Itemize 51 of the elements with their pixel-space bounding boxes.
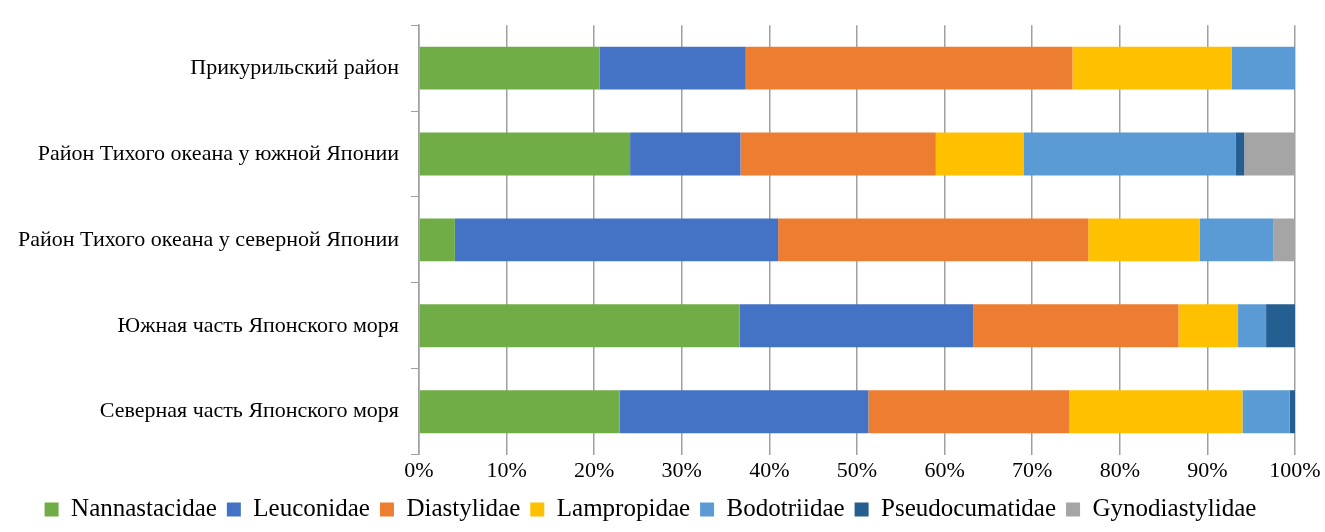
x-tick-label: 20%: [574, 456, 615, 482]
bar: [1242, 390, 1290, 434]
bar: [745, 46, 1073, 90]
bar: [419, 390, 620, 434]
bar: [739, 304, 974, 348]
bar: [630, 132, 741, 176]
x-tick-label: 50%: [836, 456, 878, 482]
bar: [1068, 390, 1243, 434]
bar: [1072, 46, 1232, 90]
bar: [599, 46, 746, 90]
x-tick-label: 80%: [1099, 456, 1140, 482]
bar: [419, 304, 740, 348]
bar: [619, 390, 869, 434]
bar: [419, 218, 455, 262]
y-tick-label: Прикурильский район: [190, 53, 400, 79]
legend-label: Gynodiastylidae: [1092, 494, 1257, 522]
bar: [1266, 304, 1295, 348]
bar: [935, 132, 1024, 176]
x-tick-label: 10%: [486, 456, 527, 482]
bar: [1238, 304, 1267, 348]
bar: [1178, 304, 1239, 348]
bar: [868, 390, 1069, 434]
legend-label: Nannastacidae: [71, 494, 217, 522]
bar: [1199, 218, 1274, 262]
x-tick-label: 90%: [1187, 456, 1228, 482]
y-tick-label: Район Тихого океана у южной Японии: [37, 139, 400, 165]
x-tick-label: 100%: [1269, 456, 1321, 482]
bar: [454, 218, 779, 262]
x-tick-label: 40%: [749, 456, 790, 482]
y-tick-label: Северная часть Японского моря: [99, 397, 399, 423]
bar: [1289, 390, 1295, 434]
bar: [1231, 46, 1295, 90]
bar: [778, 218, 1089, 262]
bar: [740, 132, 936, 176]
bar: [1023, 132, 1236, 176]
x-tick-label: 30%: [661, 456, 702, 482]
x-tick-label: 70%: [1012, 456, 1053, 482]
bar: [419, 132, 631, 176]
legend-label: Lampropidae: [556, 494, 691, 522]
bar: [973, 304, 1179, 348]
bar: [419, 46, 600, 90]
x-tick-label: 0%: [404, 456, 434, 482]
legend-label: Diastylidae: [406, 494, 521, 522]
legend-label: Pseudocumatidae: [881, 494, 1057, 522]
y-tick-label: Южная часть Японского моря: [117, 311, 399, 337]
legend-label: Bodotriidae: [726, 494, 845, 522]
legend-label: Leuconidae: [253, 494, 370, 522]
bar: [1088, 218, 1200, 262]
x-tick-label: 60%: [924, 456, 965, 482]
bar: [1235, 132, 1245, 176]
y-tick-label: Район Тихого океана у северной Японии: [17, 225, 400, 251]
